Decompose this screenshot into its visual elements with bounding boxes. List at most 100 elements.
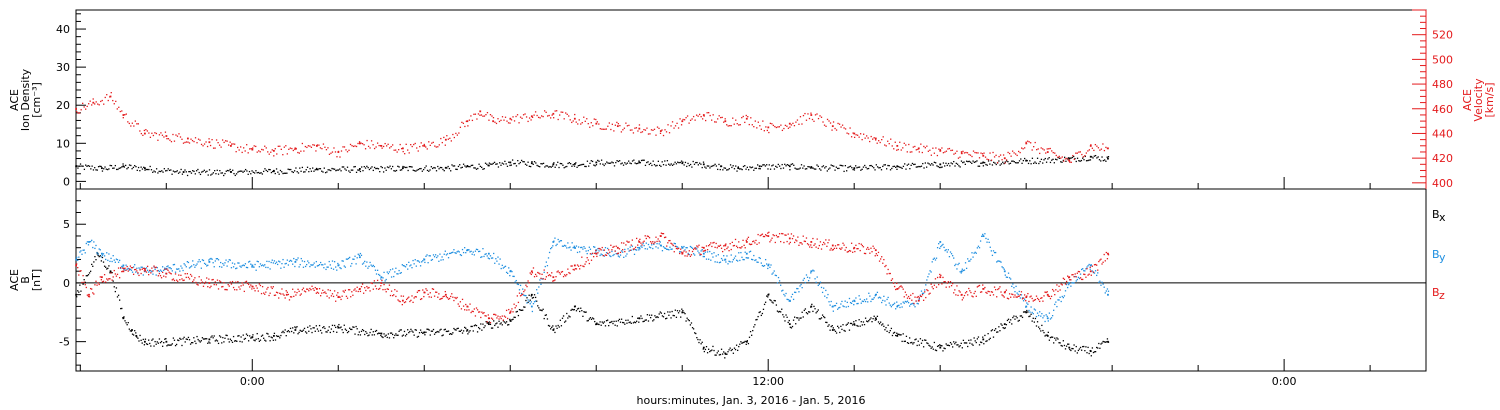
by-point <box>1012 283 1014 285</box>
bz-point <box>1054 293 1056 296</box>
density-point <box>942 162 945 164</box>
bx-point <box>793 316 796 318</box>
bx-point <box>426 328 428 330</box>
density-point <box>759 168 761 170</box>
bz-point <box>812 237 814 240</box>
density-point <box>278 173 280 175</box>
bz-point <box>858 242 860 245</box>
density-point <box>243 170 245 172</box>
bz-point <box>124 267 126 269</box>
density-point <box>435 170 438 172</box>
by-point <box>569 246 571 248</box>
bz-point <box>807 244 810 246</box>
bx-point <box>830 325 832 328</box>
bx-point <box>77 290 79 292</box>
bx-point <box>507 324 509 326</box>
velocity-point <box>665 131 668 133</box>
bz-point <box>855 244 857 246</box>
bx-point <box>787 321 789 324</box>
velocity-point <box>942 152 945 154</box>
by-point <box>296 259 298 261</box>
bz-point <box>476 309 479 311</box>
bx-point <box>587 320 589 322</box>
bx-point <box>817 309 819 311</box>
by-point <box>527 299 529 301</box>
bz-point <box>692 248 695 251</box>
by-point <box>599 254 601 257</box>
bz-point <box>843 244 845 246</box>
density-point <box>851 167 853 169</box>
bz-point <box>536 275 538 277</box>
density-point <box>275 168 278 170</box>
bz-point <box>395 295 397 298</box>
bz-point <box>926 289 928 291</box>
velocity-point <box>488 119 490 121</box>
bx-point <box>501 324 503 326</box>
by-point <box>141 266 143 268</box>
density-point <box>708 165 710 167</box>
bx-point <box>988 338 990 341</box>
density-point <box>795 168 798 170</box>
bz-point <box>1099 259 1101 261</box>
bx-point <box>91 263 93 266</box>
bz-point <box>220 281 222 283</box>
bz-point <box>712 242 714 244</box>
by-point <box>763 264 766 267</box>
bx-point <box>509 318 511 321</box>
bx-data-point <box>638 317 641 320</box>
bx-data-point <box>1107 340 1109 343</box>
velocity-point <box>306 146 308 149</box>
density-point <box>446 167 448 169</box>
by-point <box>501 264 503 267</box>
density-point <box>860 169 862 171</box>
density-point <box>270 171 273 174</box>
density-point <box>775 165 777 168</box>
by-point <box>556 243 558 245</box>
density-point <box>622 164 625 166</box>
by-point <box>627 248 629 250</box>
bx-point <box>702 348 704 350</box>
bz-point <box>1043 295 1045 297</box>
by-point <box>668 249 670 251</box>
bz-point <box>800 242 802 244</box>
by-point <box>771 273 773 275</box>
bx-point <box>383 333 385 335</box>
bx-point <box>522 309 524 311</box>
by-point <box>421 261 423 263</box>
velocity-point <box>685 117 687 119</box>
bx-point <box>713 349 715 352</box>
velocity-point <box>286 153 288 155</box>
velocity-point <box>215 139 218 141</box>
bx-point <box>841 328 843 331</box>
velocity-point <box>992 151 994 154</box>
bx-point <box>647 320 650 322</box>
density-point <box>492 162 494 165</box>
velocity-point <box>887 140 889 142</box>
bz-point <box>742 239 744 241</box>
velocity-point <box>891 145 893 147</box>
density-point <box>955 162 957 165</box>
bz-point <box>97 282 99 284</box>
bz-point <box>683 250 685 252</box>
bz-point <box>461 298 464 301</box>
density-point <box>79 163 82 165</box>
velocity-data-point <box>1107 147 1109 150</box>
bz-point <box>1061 284 1063 286</box>
velocity-point <box>139 130 141 132</box>
density-point <box>853 169 856 171</box>
velocity-point <box>695 114 698 116</box>
bx-point <box>832 327 834 329</box>
bz-point <box>675 247 678 250</box>
velocity-point <box>676 122 678 124</box>
by-point <box>646 248 649 250</box>
bz-point <box>208 278 210 280</box>
density-point <box>524 163 527 165</box>
bx-point <box>825 321 827 324</box>
by-point <box>681 245 683 248</box>
bz-data-point <box>1046 293 1049 296</box>
bx-point <box>818 318 821 320</box>
velocity-point <box>1004 162 1006 164</box>
by-point <box>958 262 960 265</box>
bz-point <box>1029 296 1031 298</box>
bx-point <box>1064 348 1067 350</box>
